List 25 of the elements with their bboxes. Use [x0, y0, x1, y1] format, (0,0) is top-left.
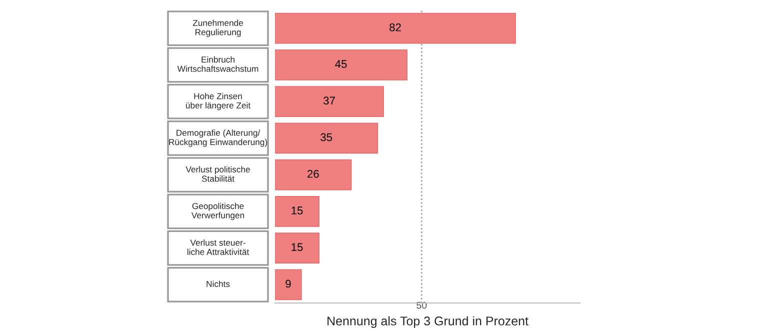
y-tick-label: Zunehmende Regulierung [192, 20, 243, 37]
bar [275, 50, 408, 80]
y-tick-label: Einbruch Wirtschaftswachstum [177, 56, 258, 72]
bar [275, 269, 302, 300]
bar [275, 86, 384, 117]
y-tick-label: Hohe Zinsen über längere Zeit [186, 92, 250, 110]
bar [275, 232, 320, 264]
data-label: 35 [320, 133, 332, 142]
y-tick-label: Verlust politische Stabilität [186, 166, 250, 182]
y-tick-label: Geopolitische Verwerfungen [191, 202, 244, 220]
y-tick-label: Nichts [206, 280, 230, 287]
bar [275, 159, 352, 190]
data-label: 9 [286, 280, 291, 288]
data-label: 37 [324, 96, 335, 105]
y-tick-label: Verlust steuer- liche Attraktivität [187, 239, 250, 256]
data-label: 45 [335, 60, 347, 68]
x-axis-title: Nennung als Top 3 Grund in Prozent [328, 316, 528, 328]
data-label: 15 [292, 243, 303, 252]
data-label: 26 [308, 170, 319, 178]
data-label: 15 [292, 206, 303, 214]
bar [275, 196, 320, 227]
bar [275, 12, 516, 44]
data-label: 82 [390, 23, 401, 32]
bar [275, 122, 378, 154]
y-tick-label: Demografie (Alterung/ Rückgang Einwanderung) [169, 130, 268, 147]
